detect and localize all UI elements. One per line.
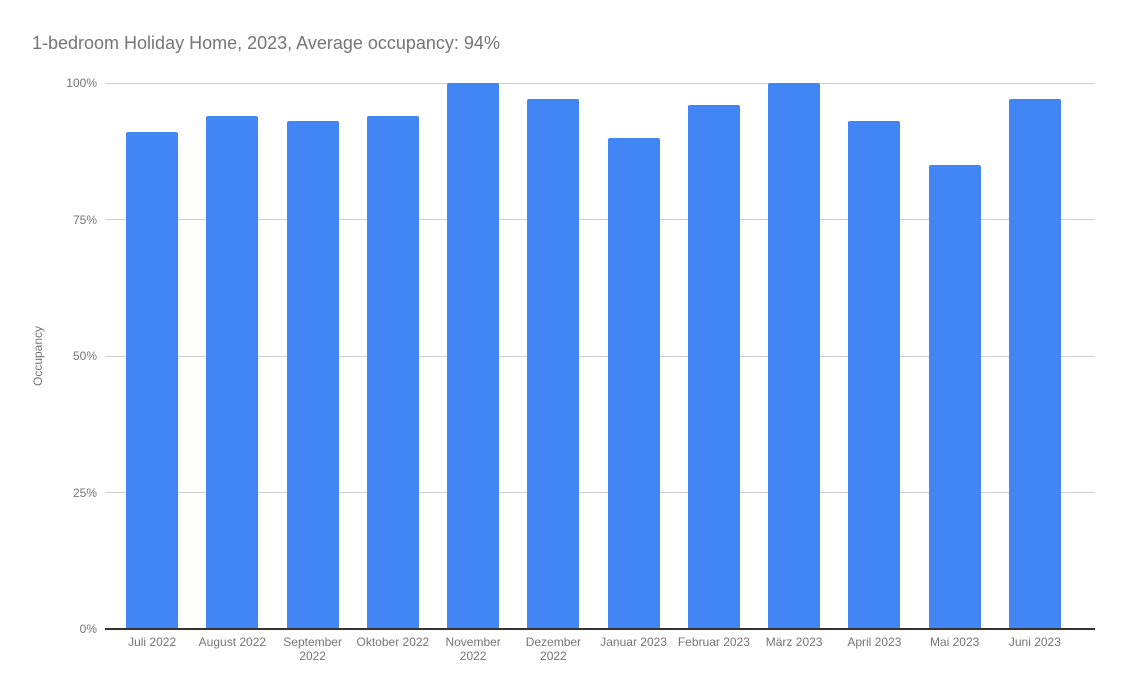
plot-area: 0% 25% 50% 75% 100% <box>66 76 1095 636</box>
bar-slot <box>112 83 192 629</box>
bar-slot <box>192 83 272 629</box>
gridline <box>105 492 1095 493</box>
x-axis-label: Mai 2023 <box>929 635 980 649</box>
x-axis-label: Januar 2023 <box>600 635 667 649</box>
bar-slot <box>513 83 593 629</box>
bar[interactable] <box>607 137 660 629</box>
y-axis-title: Occupancy <box>31 325 45 387</box>
bar-slot <box>273 83 353 629</box>
x-axis-label: August 2022 <box>198 635 267 649</box>
bar[interactable] <box>687 104 740 629</box>
y-axis-tick-label: 25% <box>72 485 97 500</box>
bar-slot <box>433 83 513 629</box>
x-axis-label: September 2022 <box>283 635 342 663</box>
bars-layer <box>112 83 1075 629</box>
bar[interactable] <box>286 121 339 629</box>
bar[interactable] <box>848 121 901 629</box>
y-axis-tick-label: 100% <box>66 76 97 90</box>
x-axis-label: Februar 2023 <box>677 635 750 649</box>
bar[interactable] <box>768 83 821 629</box>
x-axis-label: März 2023 <box>765 635 823 649</box>
x-axis-label: Oktober 2022 <box>356 635 430 649</box>
bar-slot <box>834 83 914 629</box>
gridline <box>105 355 1095 357</box>
gridline <box>105 219 1095 220</box>
bar[interactable] <box>126 132 179 629</box>
bar[interactable] <box>366 115 419 629</box>
bar-slot <box>674 83 754 629</box>
x-axis-labels: Juli 2022 August 2022 September 2022 Oktobe… <box>112 635 1075 663</box>
y-axis-tick-label: 0% <box>79 622 97 636</box>
x-axis-baseline <box>105 628 1095 630</box>
chart-title: 1-bedroom Holiday Home, 2023, Average oc… <box>32 33 500 53</box>
y-axis-tick-label: 50% <box>72 349 97 363</box>
bar-slot <box>915 83 995 629</box>
bar[interactable] <box>1008 99 1061 629</box>
bar[interactable] <box>206 115 259 629</box>
bar[interactable] <box>527 99 580 629</box>
x-axis-label: Juni 2023 <box>1008 635 1061 649</box>
x-axis-label: Juli 2022 <box>128 635 177 649</box>
bar-slot <box>995 83 1075 629</box>
bar-slot <box>353 83 433 629</box>
x-axis-label: November 2022 <box>445 635 501 663</box>
gridline <box>105 82 1095 84</box>
bar[interactable] <box>928 164 981 629</box>
x-axis-label: April 2023 <box>847 635 902 649</box>
x-axis-label: Dezember 2022 <box>525 635 582 663</box>
y-axis-tick-label: 75% <box>72 212 97 227</box>
bar-slot <box>594 83 674 629</box>
bar-slot <box>754 83 834 629</box>
bar[interactable] <box>447 83 500 629</box>
